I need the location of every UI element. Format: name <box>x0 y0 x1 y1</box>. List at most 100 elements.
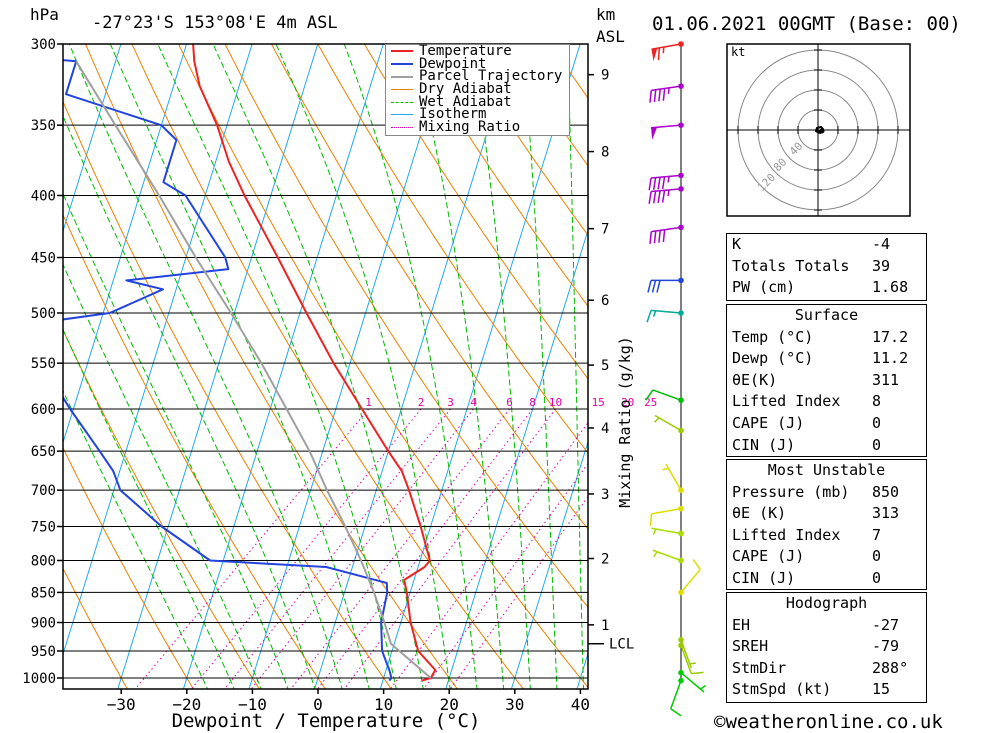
wet-adiabat-line <box>63 328 235 689</box>
wind-barb <box>648 172 684 191</box>
barb-flag <box>647 280 652 293</box>
km-tick-label: 8 <box>601 145 609 161</box>
barb-dot <box>678 224 684 231</box>
dry-adiabat-line <box>410 44 588 307</box>
mixing-ratio-tick-label: 3 <box>447 396 454 409</box>
legend-label: Dry Adiabat <box>419 81 512 98</box>
barb-flag <box>692 558 701 570</box>
temperature-tick-label: −20 <box>172 695 201 714</box>
wind-barb <box>645 389 684 403</box>
barb-dot <box>678 41 684 47</box>
barb-dot <box>678 172 684 179</box>
legend-label: Parcel Trajectory <box>419 68 563 85</box>
barb-flag <box>649 231 653 244</box>
km-tick-label: 1 <box>601 618 609 634</box>
plot-area <box>63 44 588 689</box>
index-row: K -4 <box>727 234 926 256</box>
wet-adiabat-line <box>566 44 584 689</box>
barb-flag <box>652 190 657 204</box>
surface-row: Dewp (°C) 11.2 <box>727 348 926 370</box>
temperature-tick-label: −10 <box>238 695 267 714</box>
legend-swatch <box>391 126 413 128</box>
wet-adiabat-line <box>212 44 424 689</box>
mu-value: 0 <box>872 568 882 587</box>
wind-barb <box>670 677 684 717</box>
lcl-label: LCL <box>609 637 634 653</box>
plot-frame <box>62 43 589 690</box>
wet-adiabat-line <box>63 263 262 689</box>
barb-pennant <box>651 127 658 140</box>
temperature-tick-label: 0 <box>313 695 323 714</box>
km-tick-label: 9 <box>601 68 609 84</box>
barb-half-flag <box>654 417 660 423</box>
wet-adiabat-line <box>343 44 478 689</box>
barb-staff <box>680 672 705 693</box>
km-tick-label: 7 <box>601 222 609 238</box>
surface-label: CAPE (J) <box>732 413 805 432</box>
barb-staff <box>651 309 682 314</box>
dry-adiabat-line <box>63 328 260 689</box>
dry-adiabat-line <box>224 44 588 609</box>
km-tick-label: 2 <box>601 552 609 568</box>
isotherm-line <box>510 440 588 689</box>
surface-value: 8 <box>872 392 882 411</box>
wet-adiabat-line <box>275 44 451 689</box>
barb-flag <box>657 177 661 190</box>
background-guides <box>63 44 588 689</box>
mu-value: 7 <box>872 525 882 544</box>
mu-label: Pressure (mb) <box>732 482 850 501</box>
legend-dewpoint: Dewpoint <box>386 57 569 71</box>
isotherm-line <box>182 44 384 689</box>
pressure-tick-label: 450 <box>31 251 56 267</box>
hodo-label: SREH <box>732 637 769 656</box>
pressure-tick-label: 1000 <box>22 671 56 687</box>
barb-staff <box>651 85 682 92</box>
surface-row: CAPE (J) 0 <box>727 413 926 435</box>
dry-adiabat-line <box>84 44 458 689</box>
pressure-tick-label: 300 <box>31 37 56 53</box>
surface-label: Temp (°C) <box>732 327 814 346</box>
barb-staff <box>651 43 682 50</box>
barb-half-flag <box>667 176 670 183</box>
barb-dot <box>678 427 684 434</box>
surface-title: Surface <box>794 306 859 324</box>
mu-label: Lifted Index <box>732 525 841 544</box>
index-value: 1.68 <box>872 278 909 297</box>
dry-adiabat-line <box>456 44 588 237</box>
barb-half-flag <box>700 684 706 690</box>
barb-dot <box>678 642 684 649</box>
barb-half-flag <box>689 662 696 665</box>
pressure-tick-label: 750 <box>31 520 56 536</box>
barb-dot <box>678 397 684 403</box>
temperature-tick-label: 40 <box>571 695 590 714</box>
km-tick-label: 6 <box>601 293 609 309</box>
index-row: Totals Totals 39 <box>727 256 926 278</box>
legend-mixing-ratio: Mixing Ratio <box>386 120 569 134</box>
index-label: PW (cm) <box>732 278 796 297</box>
dry-adiabat-line <box>63 100 392 689</box>
barb-flag <box>662 88 666 101</box>
asl-label: ASL <box>596 27 625 46</box>
index-row: PW (cm) 1.68 <box>727 277 926 299</box>
wind-barb <box>651 527 684 537</box>
dewpoint-profile <box>63 59 393 682</box>
wet-adiabat-line <box>63 114 316 689</box>
barb-dot <box>678 505 684 512</box>
barb-flag <box>657 190 661 204</box>
barb-staff <box>670 680 682 710</box>
hodo-row: EH -27 <box>727 615 926 637</box>
most-unstable-table: Most Unstable Pressure (mb) 850 θE (K) 313… <box>726 459 927 590</box>
barb-dot <box>678 636 684 643</box>
index-value: 39 <box>872 256 891 275</box>
surface-table: Surface Temp (°C) 17.2 Dewp (°C) 11.2 θE(K… <box>726 304 927 457</box>
barb-staff <box>652 549 682 562</box>
index-value: -4 <box>872 235 891 253</box>
hodo-value: -79 <box>872 637 900 656</box>
barb-flag <box>658 88 661 102</box>
temperature-tick-label: 20 <box>440 695 459 714</box>
barb-flag <box>648 177 652 191</box>
barb-dot <box>678 487 684 493</box>
barb-dot <box>678 669 684 676</box>
legend-swatch <box>391 50 413 53</box>
